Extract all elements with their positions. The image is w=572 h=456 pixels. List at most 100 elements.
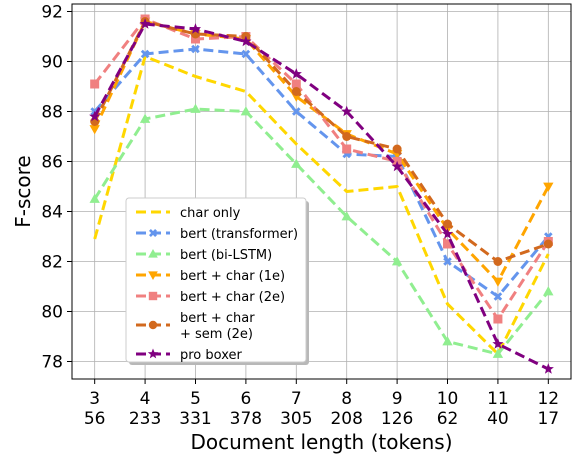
x-tick-sublabel: 233 [129, 409, 161, 429]
data-point [391, 160, 403, 172]
legend-label: bert + char + sem (2e) [180, 311, 255, 342]
x-tick-label: 6 [240, 389, 251, 409]
legend-label: bert (bi-LSTM) [180, 248, 272, 263]
data-point [147, 348, 159, 359]
data-point [291, 158, 302, 168]
x-tick-label: 10 [437, 389, 459, 409]
x-tick-sublabel: 331 [179, 409, 211, 429]
data-point [543, 239, 553, 249]
x-tick-label: 3 [89, 389, 100, 409]
y-tick-label: 88 [41, 103, 63, 123]
legend-item: pro boxer [136, 348, 242, 363]
data-point [190, 103, 201, 113]
series [89, 103, 554, 358]
data-point [240, 106, 252, 116]
data-point [89, 125, 100, 135]
x-tick-label: 7 [291, 389, 302, 409]
data-point [89, 110, 101, 122]
data-point [492, 338, 504, 349]
legend-label: pro boxer [180, 348, 242, 363]
data-point [90, 79, 100, 89]
data-point [341, 105, 353, 117]
legend-label: bert + char (1e) [180, 269, 285, 284]
legend-box [125, 197, 307, 363]
data-point [190, 34, 200, 44]
data-point [443, 257, 452, 266]
data-point [542, 363, 554, 374]
data-point [139, 113, 151, 123]
data-point [341, 211, 352, 221]
x-axis-label: Document length (tokens) [190, 430, 452, 454]
x-tick-sublabel: 62 [437, 409, 459, 429]
series-line [93, 20, 549, 263]
series-line [93, 107, 550, 356]
data-point [240, 35, 252, 47]
data-point [139, 18, 151, 29]
series [90, 17, 553, 266]
data-point [342, 144, 352, 154]
data-point [392, 144, 402, 154]
y-axis: 78 80 82 84 86 88 90 92 [41, 3, 72, 373]
series [93, 55, 550, 356]
legend-item: bert (transformer) [136, 227, 298, 242]
legend-label: bert + char (2e) [180, 290, 285, 305]
legend-item: bert + char (1e) [136, 269, 285, 284]
data-point [241, 49, 251, 59]
legend-item: bert (bi-LSTM) [136, 248, 272, 263]
x-tick-label: 11 [487, 389, 509, 409]
legend-label: char only [180, 206, 241, 221]
x-tick-label: 12 [537, 389, 559, 409]
y-tick-label: 80 [41, 303, 63, 323]
data-point [191, 44, 200, 54]
y-tick-label: 84 [41, 203, 63, 223]
plot-frame [71, 3, 572, 380]
data-point [149, 229, 157, 237]
data-point [493, 292, 503, 301]
series [89, 18, 554, 374]
data-point [140, 49, 150, 59]
x-tick-label: 8 [341, 389, 352, 409]
series-line [93, 55, 550, 356]
data-point [148, 271, 158, 281]
data-point [291, 79, 301, 89]
y-tick-label: 86 [41, 153, 63, 173]
legend-item: char only [136, 206, 241, 221]
y-axis-label: F-score [11, 155, 35, 227]
data-point [148, 320, 158, 330]
data-point [291, 87, 301, 96]
x-tick-sublabel: 208 [330, 409, 362, 429]
x-tick-label: 9 [392, 389, 403, 409]
x-tick-sublabel: 126 [381, 409, 413, 429]
y-tick-label: 82 [41, 253, 63, 273]
x-tick-sublabel: 17 [537, 409, 559, 429]
data-point [442, 336, 453, 346]
y-tick-label: 90 [41, 53, 63, 73]
y-tick-label: 78 [41, 353, 63, 373]
legend-label: bert (transformer) [180, 227, 298, 242]
x-tick-sublabel: 378 [230, 409, 262, 429]
data-point [493, 314, 503, 324]
data-point [148, 291, 158, 301]
data-point [492, 348, 504, 358]
data-point [493, 257, 503, 266]
data-point [292, 107, 301, 116]
x-tick-sublabel: 305 [280, 409, 312, 429]
data-point [543, 182, 554, 192]
data-point [189, 23, 202, 34]
y-tick-label: 92 [41, 3, 63, 23]
data-point [543, 286, 554, 296]
legend-item: bert + char (2e) [136, 290, 285, 305]
x-tick-label: 4 [140, 389, 151, 409]
data-point [443, 239, 453, 249]
data-point [89, 193, 100, 203]
data-point [342, 132, 352, 141]
x-tick-sublabel: 56 [84, 409, 106, 429]
data-point [391, 256, 403, 266]
data-point [443, 219, 453, 229]
x-tick-sublabel: 40 [487, 409, 509, 429]
data-point [148, 248, 158, 258]
legend-item: bert + char + sem (2e) [136, 311, 255, 342]
data-point [492, 277, 504, 287]
